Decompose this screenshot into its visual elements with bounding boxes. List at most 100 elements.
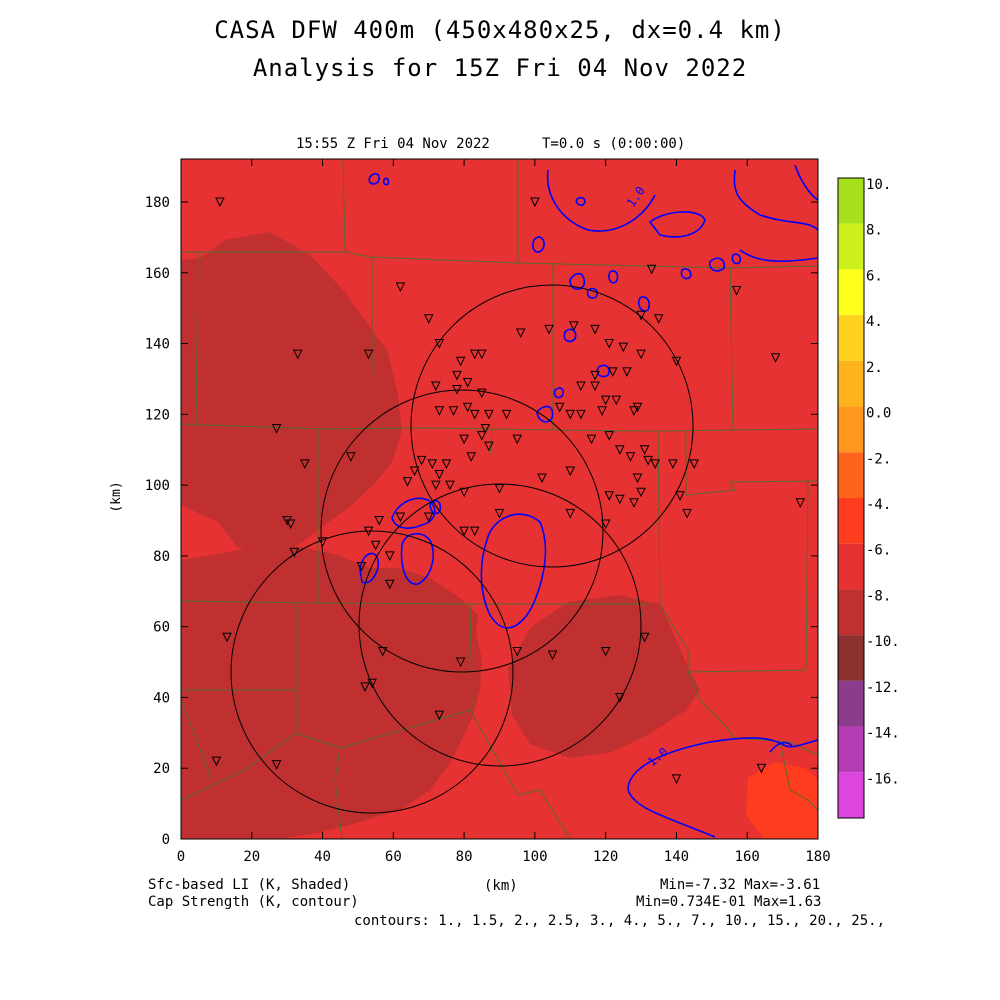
station-marker <box>615 445 625 455</box>
station-marker <box>565 466 576 477</box>
y-tick-label: 140 <box>145 337 170 353</box>
station-marker <box>604 431 615 441</box>
station-marker <box>363 526 374 537</box>
x-tick-label: 40 <box>314 849 331 865</box>
station-marker <box>537 473 547 484</box>
station-marker <box>590 324 600 335</box>
station-marker <box>423 314 434 324</box>
station-marker <box>360 682 370 692</box>
forecast-time-label: T=0.0 s (0:00:00) <box>542 136 686 152</box>
station-marker <box>629 498 639 508</box>
station-marker <box>515 328 526 339</box>
x-tick-label: 140 <box>664 849 689 865</box>
x-tick-label: 0 <box>177 849 185 865</box>
station-marker <box>395 512 406 523</box>
station-marker <box>544 324 554 335</box>
x-tick-label: 160 <box>735 849 760 865</box>
station-marker <box>370 540 381 551</box>
colorbar-swatch <box>838 223 864 270</box>
station-marker <box>469 349 480 360</box>
station-marker <box>476 431 487 441</box>
colorbar-label: 10. <box>866 177 891 193</box>
station-marker <box>346 452 356 462</box>
x-tick-label: 180 <box>805 849 830 865</box>
station-marker <box>395 282 406 293</box>
x-tick-label: 100 <box>522 849 547 865</box>
axis-ticks <box>180 159 819 840</box>
colorbar-swatch <box>838 406 864 453</box>
station-marker <box>590 370 600 381</box>
colorbar-swatch <box>838 452 864 498</box>
station-marker <box>569 321 579 331</box>
station-marker <box>615 692 625 703</box>
station-marker <box>462 377 473 388</box>
station-marker <box>317 537 328 547</box>
station-marker <box>384 551 395 562</box>
colorbar-label: -16. <box>866 771 900 787</box>
station-marker <box>374 516 384 526</box>
radar-range-rings <box>230 284 694 814</box>
x-tick-label: 60 <box>385 849 402 865</box>
colorbar-label: -2. <box>866 451 891 467</box>
station-marker <box>430 381 441 392</box>
contour-field-stats: Min=0.734E-01 Max=1.63 <box>636 894 822 910</box>
station-marker <box>611 395 622 406</box>
station-marker <box>363 349 374 360</box>
colorbar-swatch <box>838 498 864 544</box>
station-marker <box>452 370 462 381</box>
colorbar-frame <box>837 177 865 819</box>
colorbar-swatch <box>838 360 864 407</box>
y-tick-label: 180 <box>145 195 170 211</box>
map-plot-area <box>181 159 818 839</box>
colorbar-label: 2. <box>866 360 883 376</box>
station-marker <box>377 646 388 657</box>
station-marker <box>494 484 505 494</box>
y-tick-label: 120 <box>145 407 170 423</box>
station-marker <box>675 491 685 501</box>
station-marker <box>434 710 445 721</box>
station-marker <box>646 264 657 275</box>
station-marker <box>484 441 494 452</box>
station-marker <box>427 459 438 469</box>
station-marker <box>462 402 473 413</box>
station-marker <box>271 423 282 434</box>
station-marker <box>476 388 487 399</box>
station-marker <box>384 579 395 590</box>
station-marker <box>795 498 806 508</box>
station-marker <box>600 646 611 657</box>
station-marker <box>629 406 639 416</box>
colorbar-label: 4. <box>866 314 883 330</box>
station-marker <box>632 473 643 484</box>
station-marker <box>565 409 576 420</box>
map-title: CASA DFW 400m (450x480x25, dx=0.4 km) <box>214 16 786 44</box>
station-marker <box>600 519 611 530</box>
station-marker <box>547 650 558 661</box>
li-warm-region-southeast <box>746 762 818 839</box>
contour-levels: contours: 1., 1.5, 2., 2.5, 3., 4., 5., … <box>354 913 886 929</box>
station-marker <box>271 760 282 770</box>
colorbar-label: -12. <box>866 680 900 696</box>
station-marker <box>590 381 600 392</box>
station-marker <box>356 562 367 572</box>
station-marker <box>469 526 480 537</box>
colorbar-label: -14. <box>866 726 900 742</box>
colorbar-swatch <box>838 315 864 361</box>
y-tick-label: 60 <box>153 620 170 636</box>
station-marker <box>434 406 445 416</box>
station-marker <box>459 487 469 498</box>
contour-field-label: Cap Strength (K, contour) <box>148 894 359 910</box>
axis-tick-labels: 0 20 40 60 80 100 120 140 160 180 0 20 40 60 80 100 120 1… <box>145 195 831 865</box>
station-marker <box>689 459 699 469</box>
station-marker <box>459 434 469 445</box>
colorbar-swatch <box>838 269 864 316</box>
station-marker <box>409 466 420 477</box>
station-marker <box>416 455 427 466</box>
station-marker <box>731 285 742 296</box>
station-marker <box>554 402 565 413</box>
colorbar-swatch <box>838 635 864 681</box>
observation-stations <box>211 197 806 784</box>
colorbar-label: -10. <box>866 634 900 650</box>
x-axis-unit: (km) <box>484 878 518 894</box>
station-marker <box>459 526 469 537</box>
li-colorbar: 10. 8. 6. 4. 2. 0.0 -2. -4. -6. -8. -10. -12. -14. -1… <box>837 177 900 819</box>
